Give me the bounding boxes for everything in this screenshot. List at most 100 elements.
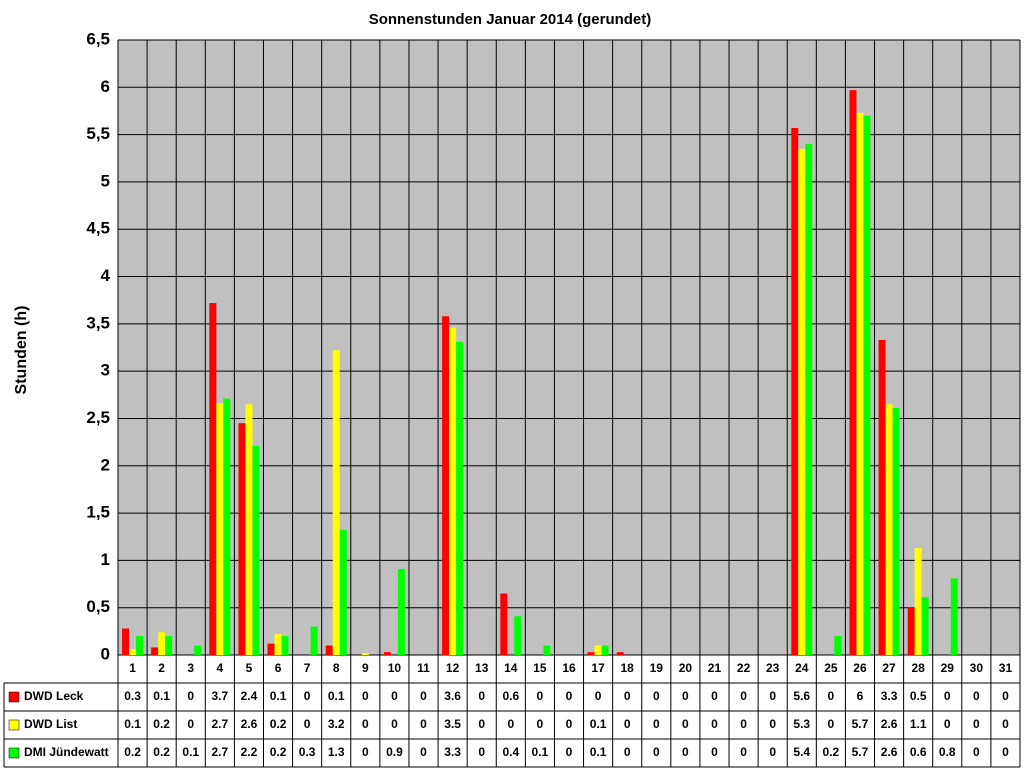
table-value: 0	[304, 717, 311, 731]
table-value: 0	[1002, 717, 1009, 731]
table-value: 0	[973, 717, 980, 731]
table-value: 0	[478, 745, 485, 759]
table-value: 0.1	[590, 717, 607, 731]
table-value: 0	[478, 717, 485, 731]
bar	[332, 350, 340, 655]
table-value: 2.7	[211, 745, 228, 759]
table-value: 5.4	[793, 745, 810, 759]
bar	[267, 643, 275, 655]
y-tick-label: 3	[101, 361, 110, 380]
bar	[325, 645, 333, 655]
x-tick-label: 27	[882, 661, 896, 675]
x-tick-label: 9	[362, 661, 369, 675]
y-tick-label: 0,5	[86, 597, 110, 616]
bar	[129, 649, 137, 655]
y-tick-label: 0	[101, 644, 110, 663]
table-value: 0	[478, 689, 485, 703]
bar	[274, 634, 282, 655]
table-value: 0	[711, 717, 718, 731]
x-tick-label: 10	[388, 661, 402, 675]
x-tick-label: 1	[129, 661, 136, 675]
bar	[383, 652, 391, 655]
table-value: 0.5	[910, 689, 927, 703]
table-value: 2.2	[241, 745, 258, 759]
bar	[892, 408, 900, 655]
bar	[397, 568, 405, 655]
bar	[849, 90, 857, 655]
table-value: 0.9	[386, 745, 403, 759]
table-value: 2.6	[241, 717, 258, 731]
legend-swatch	[8, 691, 20, 703]
x-tick-label: 31	[999, 661, 1013, 675]
x-tick-label: 21	[708, 661, 722, 675]
x-tick-label: 28	[911, 661, 925, 675]
bar	[616, 652, 624, 655]
x-tick-label: 24	[795, 661, 809, 675]
table-value: 0.8	[939, 745, 956, 759]
x-tick-label: 22	[737, 661, 751, 675]
y-tick-label: 1	[101, 550, 110, 569]
table-value: 0.2	[153, 717, 170, 731]
bar	[223, 398, 231, 655]
x-tick-label: 26	[853, 661, 867, 675]
bar	[805, 144, 813, 656]
bar	[456, 341, 464, 655]
x-tick-label: 14	[504, 661, 518, 675]
table-value: 0	[566, 689, 573, 703]
table-value: 0	[682, 689, 689, 703]
table-value: 0	[944, 717, 951, 731]
table-value: 0	[391, 717, 398, 731]
x-tick-label: 3	[187, 661, 194, 675]
table-value: 0	[1002, 745, 1009, 759]
table-value: 0	[973, 689, 980, 703]
bar	[907, 607, 915, 655]
table-value: 0	[362, 717, 369, 731]
table-value: 0	[391, 689, 398, 703]
table-value: 0	[682, 717, 689, 731]
table-value: 0	[420, 717, 427, 731]
table-value: 5.3	[793, 717, 810, 731]
table-value: 1.1	[910, 717, 927, 731]
x-tick-label: 6	[275, 661, 282, 675]
table-value: 0	[1002, 689, 1009, 703]
bar	[594, 645, 602, 655]
table-value: 0	[653, 689, 660, 703]
table-value: 2.4	[241, 689, 258, 703]
x-tick-label: 8	[333, 661, 340, 675]
table-value: 2.6	[881, 717, 898, 731]
y-tick-label: 6,5	[86, 29, 110, 48]
bar	[216, 403, 224, 655]
table-value: 0.6	[910, 745, 927, 759]
bar	[878, 339, 886, 655]
bar	[158, 632, 166, 655]
y-tick-label: 4,5	[86, 219, 110, 238]
bar	[921, 597, 929, 655]
table-value: 0	[420, 745, 427, 759]
table-value: 0	[711, 689, 718, 703]
table-value: 0	[420, 689, 427, 703]
table-value: 0.1	[532, 745, 549, 759]
table-value: 0.1	[153, 689, 170, 703]
table-value: 0.2	[153, 745, 170, 759]
table-value: 3.7	[211, 689, 228, 703]
bar	[587, 652, 595, 655]
bar	[791, 127, 799, 655]
bar	[194, 645, 202, 655]
table-value: 0	[682, 745, 689, 759]
table-value: 0	[624, 689, 631, 703]
table-value: 0	[362, 745, 369, 759]
table-value: 0	[304, 689, 311, 703]
table-value: 0	[769, 689, 776, 703]
table-value: 0	[740, 745, 747, 759]
table-value: 0.3	[124, 689, 141, 703]
table-value: 0.1	[590, 745, 607, 759]
table-value: 0.4	[502, 745, 519, 759]
table-value: 0	[653, 745, 660, 759]
table-value: 0	[944, 689, 951, 703]
table-value: 5.7	[852, 717, 869, 731]
x-tick-label: 30	[970, 661, 984, 675]
table-value: 0	[362, 689, 369, 703]
legend-swatch	[8, 747, 20, 759]
y-axis-label: Stunden (h)	[13, 306, 30, 395]
